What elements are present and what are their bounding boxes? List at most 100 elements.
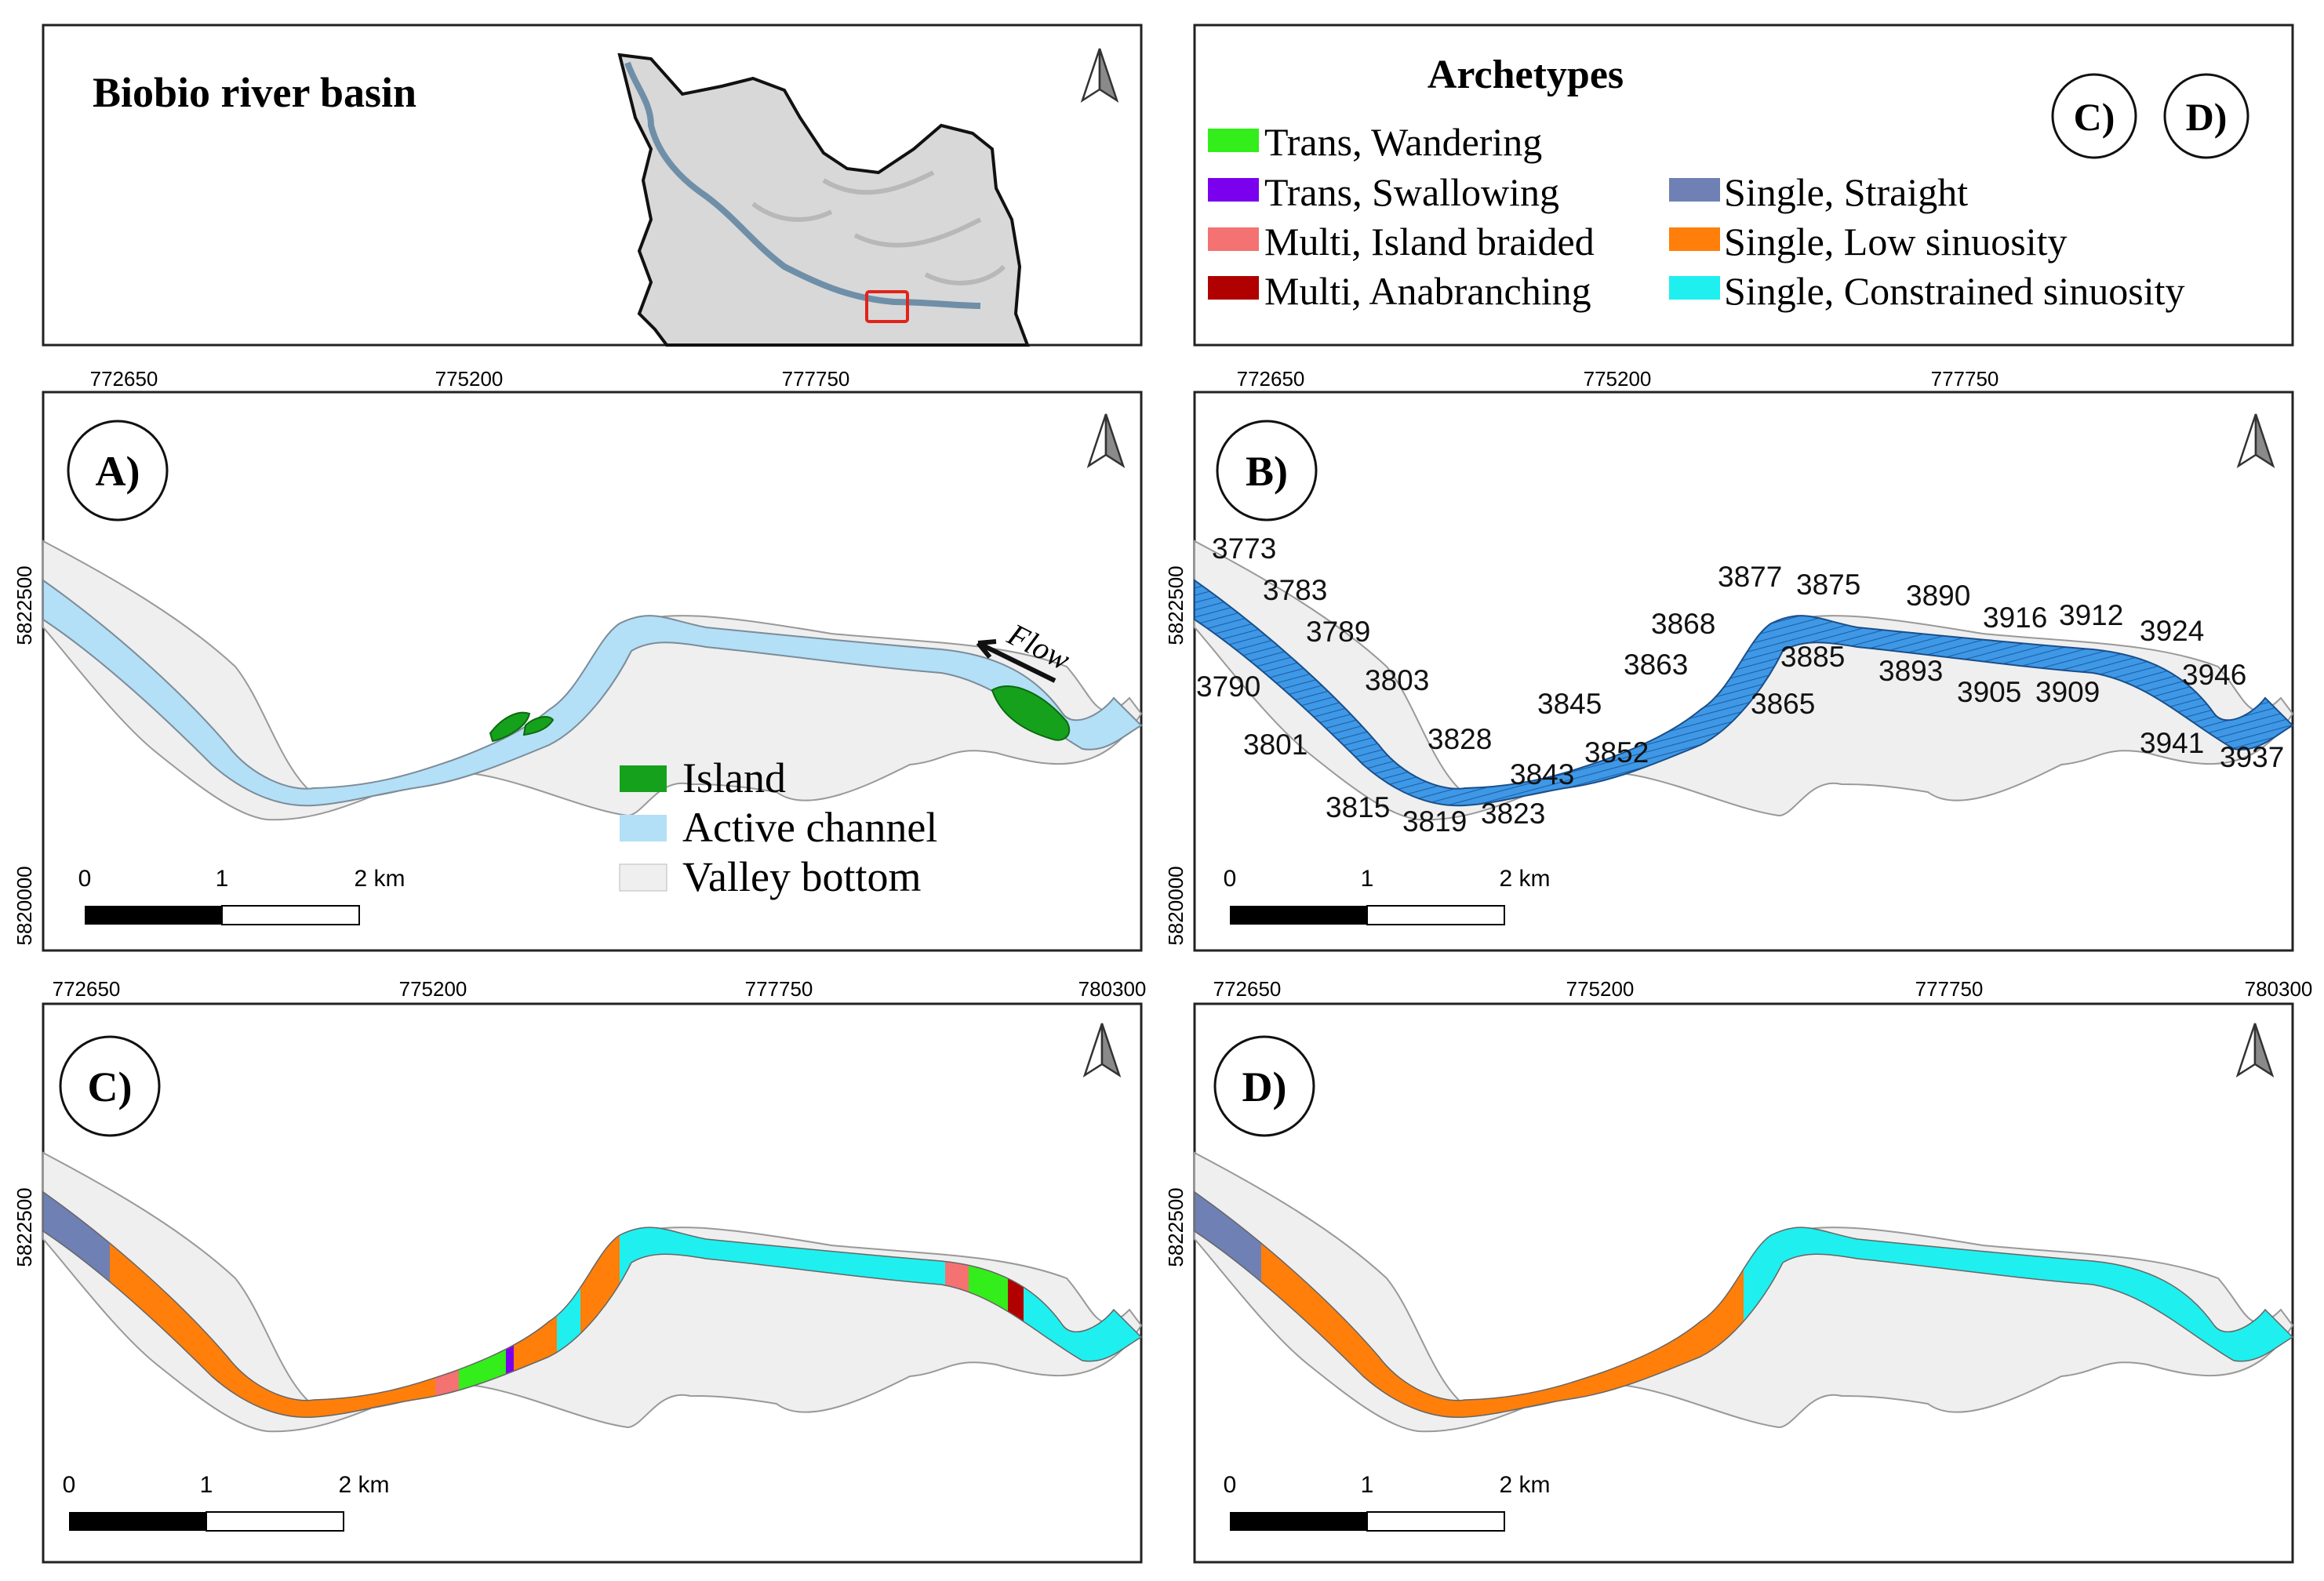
axis-x-mid-c-3: 780300 — [1078, 977, 1147, 1001]
legend-swatch-low-sinuosity — [1669, 227, 1720, 251]
archetype-legend: Archetypes C) D) Trans, Wandering Trans,… — [1193, 24, 2294, 347]
scalebar-c-0: 0 — [63, 1472, 76, 1498]
flow-arrow-icon — [976, 639, 1057, 683]
legend-a-channel: Active channel — [682, 804, 937, 851]
segment-label-3773: 3773 — [1212, 532, 1276, 565]
legend-ref-d: D) — [2186, 95, 2228, 139]
segment-label-3789: 3789 — [1306, 616, 1370, 648]
segment-label-3823: 3823 — [1481, 798, 1545, 830]
legend-ref-d-circle — [2163, 73, 2249, 159]
axis-x-top-a-0: 772650 — [90, 367, 158, 391]
scalebar-a-2: 2 km — [354, 866, 405, 892]
scalebar-a-1: 1 — [216, 866, 229, 892]
axis-x-mid-c-0: 772650 — [53, 977, 121, 1001]
segment-label-3868: 3868 — [1651, 608, 1715, 640]
scalebar-c-2: 2 km — [338, 1472, 389, 1498]
legend-swatch-trans-wandering — [1208, 129, 1259, 152]
scalebar-b-2: 2 km — [1499, 866, 1550, 892]
axis-x-mid-d-1: 775200 — [1566, 977, 1635, 1001]
axis-x-top-b-0: 772650 — [1237, 367, 1305, 391]
axis-y-c-0: 5822500 — [13, 1187, 36, 1267]
axis-x-top-a-2: 777750 — [782, 367, 850, 391]
legend-label-low-sinuosity: Single, Low sinuosity — [1724, 220, 2068, 264]
scalebar-d-1: 1 — [1361, 1472, 1374, 1498]
axis-x-mid-c-1: 775200 — [399, 977, 467, 1001]
segment-label-3819: 3819 — [1402, 805, 1467, 838]
legend-a-island: Island — [682, 754, 786, 801]
segment-label-3916: 3916 — [1983, 602, 2047, 634]
panel-c-label: C) — [88, 1063, 133, 1110]
legend-a-valley: Valley bottom — [682, 853, 921, 900]
panel-c-label-circle — [59, 1035, 161, 1137]
scalebar-c-1: 1 — [200, 1472, 213, 1498]
legend-swatch-single-straight — [1669, 178, 1720, 202]
panel-a-label-circle — [67, 420, 169, 522]
study-area-box — [865, 290, 909, 323]
panel-d: 772650 775200 777750 780300 5822500 D) 0… — [1164, 977, 2313, 1564]
segment-label-3845: 3845 — [1537, 688, 1602, 720]
panel-a: 772650 775200 777750 5822500 5820000 Flo… — [13, 367, 1143, 952]
legend-label-anabranching: Multi, Anabranching — [1264, 269, 1591, 313]
axis-y-a-1: 5820000 — [13, 866, 36, 945]
segment-label-3890: 3890 — [1906, 580, 1970, 612]
segment-label-3843: 3843 — [1510, 758, 1574, 790]
overview-title: Biobio river basin — [93, 69, 416, 116]
island-a-3 — [991, 685, 1071, 741]
panel-d-label: D) — [1242, 1063, 1287, 1110]
panel-c: 772650 775200 777750 780300 5822500 — [13, 977, 1147, 1564]
segment-label-3865: 3865 — [1751, 688, 1815, 720]
panel-b: 772650 775200 777750 5822500 5820000 B) … — [1164, 367, 2294, 952]
legend-label-trans-wandering: Trans, Wandering — [1264, 120, 1542, 164]
panel-d-label-circle — [1213, 1035, 1315, 1137]
segment-label-3828: 3828 — [1427, 723, 1492, 755]
overview-river — [624, 61, 981, 309]
scalebar-c: 0 1 2 km — [63, 1472, 390, 1532]
island-a-1 — [489, 711, 531, 743]
axis-x-top-a-1: 775200 — [435, 367, 504, 391]
scalebar-a-0: 0 — [78, 866, 92, 892]
segment-labels: 3773 3783 3789 3790 3803 3801 3828 3815 3819 3823… — [1196, 532, 2284, 838]
axis-x-mid-d-3: 780300 — [2245, 977, 2313, 1001]
island-a-2 — [522, 716, 555, 736]
segment-label-3803: 3803 — [1365, 664, 1429, 696]
legend-swatch-constrained-sinuosity — [1669, 276, 1720, 300]
legend-label-single-straight: Single, Straight — [1724, 170, 1968, 214]
legend-swatch-anabranching — [1208, 276, 1259, 300]
segment-label-3912: 3912 — [2059, 599, 2123, 631]
axis-x-top-b-2: 777750 — [1931, 367, 1999, 391]
segment-label-3941: 3941 — [2140, 727, 2204, 759]
axis-x-mid-c-2: 777750 — [745, 977, 813, 1001]
legend-label-island-braided: Multi, Island braided — [1264, 220, 1595, 264]
segment-label-3909: 3909 — [2035, 676, 2100, 708]
scalebar-b-0: 0 — [1224, 866, 1237, 892]
scalebar-d-0: 0 — [1224, 1472, 1237, 1498]
segment-label-3801: 3801 — [1243, 729, 1307, 761]
legend-swatch-island-braided — [1208, 227, 1259, 251]
segment-label-3893: 3893 — [1878, 655, 1943, 687]
segment-label-3815: 3815 — [1326, 791, 1390, 823]
axis-y-b-1: 5820000 — [1164, 866, 1187, 945]
scalebar-d: 0 1 2 km — [1224, 1472, 1551, 1532]
segment-label-3783: 3783 — [1263, 574, 1327, 606]
axis-y-d-0: 5822500 — [1164, 1187, 1187, 1267]
scalebar-a: 0 1 2 km — [78, 866, 406, 925]
segment-label-3875: 3875 — [1796, 569, 1860, 601]
overview-map: Biobio river basin — [42, 24, 1143, 347]
segment-label-3877: 3877 — [1718, 561, 1782, 593]
panel-b-label: B) — [1246, 448, 1288, 495]
axis-x-mid-d-2: 777750 — [1915, 977, 1984, 1001]
legend-label-constrained-sinuosity: Single, Constrained sinuosity — [1724, 269, 2185, 313]
basin-outline — [617, 53, 1030, 347]
axis-y-b-0: 5822500 — [1164, 565, 1187, 645]
axis-x-top-b-1: 775200 — [1584, 367, 1652, 391]
basin-relief — [751, 170, 1006, 285]
segment-label-3852: 3852 — [1584, 736, 1649, 769]
legend-a-channel-swatch — [620, 815, 667, 841]
legend-a-island-swatch — [620, 765, 667, 792]
legend-ref-c: C) — [2074, 95, 2115, 139]
panel-b-label-circle — [1216, 420, 1318, 522]
legend-a-valley-swatch — [619, 863, 667, 892]
legend-ref-c-circle — [2051, 73, 2137, 159]
segment-label-3905: 3905 — [1957, 676, 2021, 708]
axis-x-mid-d-0: 772650 — [1213, 977, 1282, 1001]
